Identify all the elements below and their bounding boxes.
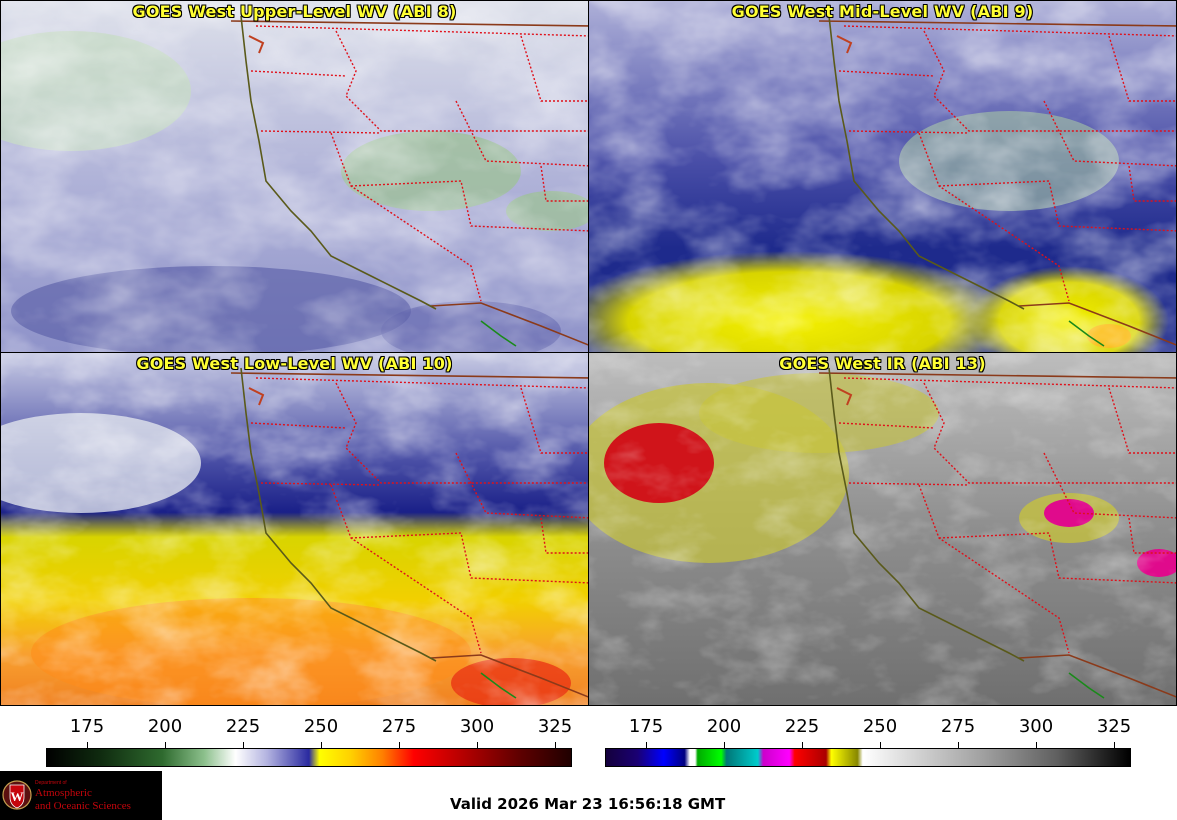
colorbar-tick-label: 175 — [628, 716, 664, 737]
panel-low-level-wv: GOES West Low-Level WV (ABI 10) — [0, 352, 589, 706]
colorbar-tick-mark — [958, 742, 959, 749]
colorbar-tick-label: 250 — [303, 716, 339, 737]
logo-dept-text: Department of — [35, 780, 67, 786]
colorbar-tick-mark — [87, 742, 88, 749]
colorbar-tick-label: 300 — [1018, 716, 1054, 737]
colorbar-tick-mark — [477, 742, 478, 749]
colorbar-tick-label: 325 — [537, 716, 573, 737]
svg-text:W: W — [11, 789, 24, 804]
colorbar-tick-label: 200 — [147, 716, 183, 737]
logo-name-line1: Atmospheric — [35, 787, 92, 799]
colorbar-tick-mark — [165, 742, 166, 749]
colorbar-tick-mark — [555, 742, 556, 749]
satellite-image-mid-level — [589, 1, 1176, 352]
colorbar-tick-mark — [880, 742, 881, 749]
colorbar-tick-label: 225 — [784, 716, 820, 737]
colorbar-tick-mark — [1036, 742, 1037, 749]
satellite-image-ir — [589, 353, 1176, 705]
colorbar-tick-label: 200 — [706, 716, 742, 737]
colorbar-tick-mark — [646, 742, 647, 749]
panel-mid-level-wv: GOES West Mid-Level WV (ABI 9) — [588, 0, 1177, 353]
colorbar-tick-label: 275 — [940, 716, 976, 737]
colorbar-gradient — [605, 748, 1131, 767]
colorbar-tick-mark — [243, 742, 244, 749]
colorbar-water-vapor: 175 200 225 250 275 300 325 — [46, 700, 573, 770]
panel-upper-level-wv: GOES West Upper-Level WV (ABI 8) — [0, 0, 589, 353]
colorbar-tick-label: 325 — [1096, 716, 1132, 737]
colorbar-tick-label: 300 — [459, 716, 495, 737]
colorbar-tick-mark — [321, 742, 322, 749]
colorbar-tick-label: 225 — [225, 716, 261, 737]
colorbar-tick-mark — [399, 742, 400, 749]
colorbar-tick-mark — [1114, 742, 1115, 749]
colorbar-tick-mark — [724, 742, 725, 749]
colorbar-infrared: 175 200 225 250 275 300 325 — [605, 700, 1132, 770]
logo-name-line2: and Oceanic Sciences — [35, 800, 131, 812]
colorbar-tick-label: 175 — [69, 716, 105, 737]
colorbar-tick-label: 275 — [381, 716, 417, 737]
uw-crest-icon: W — [2, 780, 32, 810]
colorbar-gradient — [46, 748, 572, 767]
satellite-image-low-level — [1, 353, 588, 705]
aos-logo[interactable]: W Department of Atmospheric and Oceanic … — [0, 771, 162, 820]
colorbar-tick-label: 250 — [862, 716, 898, 737]
valid-timestamp: Valid 2026 Mar 23 16:56:18 GMT — [450, 795, 726, 813]
satellite-image-upper-level — [1, 1, 588, 352]
colorbar-tick-mark — [802, 742, 803, 749]
panel-ir: GOES West IR (ABI 13) — [588, 352, 1177, 706]
